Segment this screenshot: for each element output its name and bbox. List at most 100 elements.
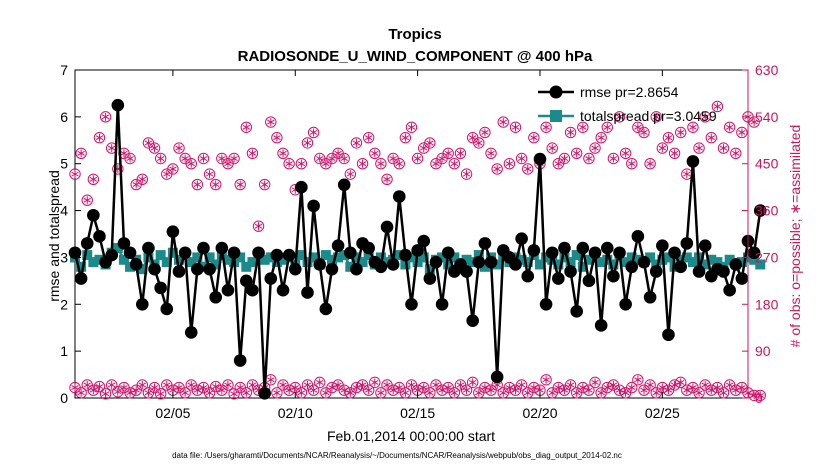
obs-marker: [375, 387, 387, 399]
obs-possible-circle: [723, 121, 736, 133]
obs-possible-circle: [503, 381, 516, 394]
y-tick-label: 0: [60, 390, 68, 406]
totalspread-point: [186, 257, 197, 268]
obs-assimilated-star: [248, 150, 257, 156]
obs-assimilated-star: [364, 135, 373, 141]
obs-marker: [350, 381, 363, 394]
rmse-point: [325, 262, 339, 276]
rmse-point: [264, 272, 278, 285]
rmse-point: [191, 262, 204, 276]
obs-possible-circle: [411, 152, 424, 165]
obs-possible-circle: [564, 126, 577, 139]
obs-assimilated-star: [560, 156, 569, 161]
obs-possible-circle: [283, 384, 295, 396]
rmse-point: [729, 258, 743, 271]
totalspread-point: [125, 261, 136, 272]
obs-possible-circle: [681, 384, 693, 396]
obs-assimilated-star: [383, 176, 391, 182]
obs-possible-circle: [540, 374, 552, 386]
obs-possible-circle: [717, 387, 730, 399]
rmse-point: [625, 260, 639, 274]
rmse-point: [154, 281, 167, 295]
totalspread-point: [736, 257, 747, 268]
obs-possible-circle: [711, 100, 724, 113]
rmse-point: [374, 260, 388, 274]
obs-possible-circle: [185, 158, 197, 170]
obs-marker: [393, 158, 405, 170]
obs-possible-circle: [295, 387, 308, 399]
rmse-point: [680, 237, 694, 250]
rmse-point: [441, 246, 455, 260]
obs-marker: [369, 376, 381, 389]
obs-assimilated-star: [297, 390, 306, 396]
obs-assimilated-star: [468, 379, 477, 385]
obs-possible-circle: [466, 376, 479, 389]
obs-marker: [668, 147, 681, 160]
rmse-point: [123, 246, 137, 260]
rmse-point: [405, 297, 418, 311]
obs-assimilated-star: [224, 382, 232, 388]
obs-possible-circle: [246, 147, 259, 160]
obs-assimilated-star: [218, 387, 226, 393]
obs-assimilated-star: [273, 135, 281, 141]
obs-assimilated-star: [224, 161, 232, 167]
obs-marker: [448, 387, 461, 399]
obs-marker: [93, 131, 106, 144]
obs-marker: [173, 142, 185, 154]
obs-assimilated-star: [395, 161, 403, 167]
obs-possible-circle: [503, 158, 516, 170]
obs-assimilated-star: [358, 161, 367, 167]
obs-possible-circle: [277, 147, 289, 160]
totalspread-point: [333, 252, 344, 263]
obs-assimilated-star: [101, 391, 110, 397]
obs-marker: [203, 168, 216, 180]
rmse-point: [111, 98, 125, 112]
totalspread-point: [167, 247, 178, 258]
rmse-point: [399, 248, 412, 262]
obs-marker: [99, 388, 112, 400]
rmse-point: [558, 241, 571, 255]
obs-assimilated-star: [230, 156, 238, 161]
obs-possible-circle: [558, 152, 571, 165]
obs-marker: [75, 387, 87, 399]
obs-assimilated-star: [150, 145, 159, 151]
obs-marker: [601, 121, 613, 133]
totalspread-point: [320, 250, 331, 261]
obs-marker: [75, 147, 87, 160]
obs-assimilated-star: [328, 156, 336, 161]
obs-assimilated-star: [193, 182, 202, 187]
obs-possible-circle: [344, 168, 357, 180]
obs-marker: [705, 131, 717, 144]
obs-marker: [570, 387, 583, 399]
obs-marker: [265, 116, 277, 128]
obs-assimilated-star: [156, 156, 165, 161]
y-right-tick-label: 630: [755, 62, 779, 78]
rmse-point: [80, 237, 94, 250]
obs-assimilated-star: [132, 387, 140, 393]
obs-assimilated-star: [401, 390, 410, 396]
obs-possible-circle: [283, 158, 295, 170]
obs-marker: [210, 380, 222, 393]
totalspread-point: [706, 254, 717, 265]
rmse-point: [258, 387, 271, 400]
obs-possible-circle: [748, 116, 760, 128]
obs-marker: [754, 389, 766, 402]
obs-marker: [632, 374, 644, 386]
obs-assimilated-star: [303, 140, 312, 146]
rmse-point: [539, 297, 553, 311]
obs-assimilated-star: [499, 390, 507, 396]
obs-assimilated-star: [426, 390, 434, 396]
obs-possible-circle: [399, 131, 412, 144]
obs-assimilated-star: [205, 171, 214, 177]
obs-assimilated-star: [279, 150, 287, 156]
obs-assimilated-star: [77, 390, 85, 396]
obs-marker: [497, 116, 509, 128]
obs-possible-circle: [112, 386, 124, 398]
totalspread-point: [302, 257, 313, 268]
obs-assimilated-star: [377, 161, 385, 167]
rmse-point: [423, 272, 437, 285]
obs-marker: [638, 126, 650, 139]
obs-possible-circle: [369, 376, 381, 389]
totalspread-point: [492, 259, 503, 270]
totalspread-point: [406, 252, 417, 263]
